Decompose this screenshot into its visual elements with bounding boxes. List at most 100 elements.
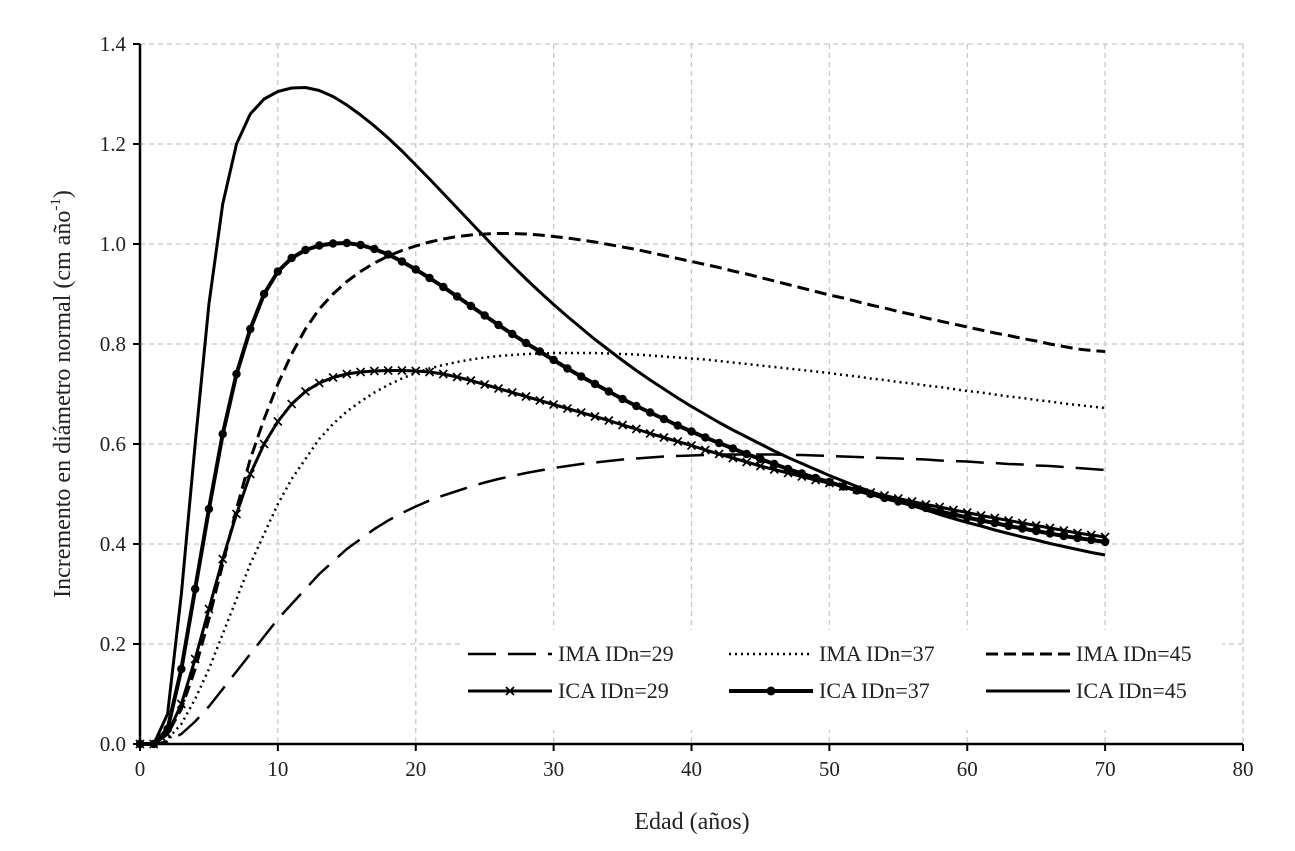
marker-ica-idn-37 <box>521 338 531 348</box>
legend-marker <box>505 686 515 696</box>
marker-ica-idn-37 <box>383 250 393 259</box>
x-tick-label: 60 <box>957 757 978 781</box>
legend-label: IMA IDn=37 <box>819 641 935 666</box>
marker-ica-idn-29 <box>383 365 393 376</box>
marker-ica-idn-29 <box>617 420 628 430</box>
legend-label: IMA IDn=45 <box>1076 641 1192 666</box>
legend-label: IMA IDn=29 <box>558 641 674 666</box>
marker-ica-idn-37 <box>328 239 338 248</box>
marker-ica-idn-37 <box>1045 529 1055 538</box>
marker-ica-idn-29 <box>190 654 200 664</box>
x-tick-label: 0 <box>135 757 146 781</box>
legend-label: ICA IDn=37 <box>819 678 930 703</box>
marker-ica-idn-29 <box>493 383 504 394</box>
marker-ica-idn-29 <box>549 399 559 410</box>
marker-ica-idn-29 <box>204 604 214 614</box>
marker-ica-idn-37 <box>204 504 214 514</box>
legend-label: ICA IDn=45 <box>1076 678 1187 703</box>
legend-entry-ica-idn-45: ICA IDn=45 <box>986 678 1187 703</box>
legend-entry-ica-idn-37: ICA IDn=37 <box>729 678 930 703</box>
marker-ica-idn-37 <box>494 320 503 330</box>
marker-ica-idn-37 <box>508 329 517 339</box>
marker-ica-idn-37 <box>990 518 1000 528</box>
marker-ica-idn-37 <box>563 364 572 373</box>
x-tick-label: 70 <box>1095 757 1116 781</box>
y-axis-title-superscript: -1 <box>48 198 64 211</box>
marker-ica-idn-29 <box>259 439 269 449</box>
x-tick-label: 80 <box>1233 757 1254 781</box>
legend-entry-ica-idn-29: ICA IDn=29 <box>468 678 669 703</box>
marker-ica-idn-37 <box>714 438 724 448</box>
marker-ica-idn-29 <box>480 379 490 390</box>
marker-ica-idn-37 <box>770 459 779 469</box>
marker-ica-idn-37 <box>659 414 669 424</box>
legend-marker <box>766 686 776 696</box>
x-tick-label: 30 <box>543 757 564 781</box>
marker-ica-idn-29 <box>287 399 297 409</box>
marker-ica-idn-37 <box>687 427 696 436</box>
marker-ica-idn-29 <box>245 469 255 479</box>
marker-ica-idn-37 <box>1087 535 1096 545</box>
series-line-ima-idn-29 <box>140 453 1106 746</box>
marker-ica-idn-37 <box>549 355 558 365</box>
marker-ica-idn-29 <box>535 395 545 406</box>
marker-ica-idn-29 <box>342 369 352 379</box>
marker-ica-idn-29 <box>438 369 448 379</box>
marker-ica-idn-29 <box>604 415 614 426</box>
marker-ica-idn-37 <box>259 289 269 299</box>
legend-entry-ima-idn-29: IMA IDn=29 <box>468 641 674 666</box>
marker-ica-idn-29 <box>328 372 338 383</box>
marker-ica-idn-29 <box>686 440 697 451</box>
marker-ica-idn-29 <box>300 386 311 397</box>
marker-ica-idn-29 <box>590 411 600 422</box>
marker-ica-idn-37 <box>232 369 241 379</box>
y-axis-title: Incremento en diámetro normal (cm año-1) <box>48 190 76 598</box>
marker-ica-idn-37 <box>783 464 793 474</box>
marker-ica-idn-29 <box>576 407 586 418</box>
y-axis-title-suffix: ) <box>50 190 76 198</box>
marker-ica-idn-37 <box>963 513 972 522</box>
marker-ica-idn-37 <box>604 387 613 396</box>
legend-entry-ima-idn-37: IMA IDn=37 <box>729 641 935 666</box>
marker-ica-idn-37 <box>976 516 986 525</box>
y-tick-label: 1.4 <box>100 32 127 56</box>
marker-ica-idn-37 <box>480 311 489 320</box>
marker-ica-idn-37 <box>218 429 227 439</box>
marker-ica-idn-29 <box>755 461 766 471</box>
marker-ica-idn-37 <box>728 444 738 453</box>
series-ica-idn-37 <box>135 238 1110 749</box>
marker-ica-idn-37 <box>1031 526 1041 536</box>
marker-ica-idn-29 <box>645 428 655 439</box>
marker-ica-idn-29 <box>176 699 186 709</box>
marker-ica-idn-37 <box>411 265 420 274</box>
axes <box>133 43 1244 751</box>
marker-ica-idn-29 <box>356 367 366 377</box>
marker-ica-idn-29 <box>673 436 683 447</box>
marker-ica-idn-29 <box>424 367 435 377</box>
marker-ica-idn-37 <box>590 379 600 389</box>
marker-ica-idn-37 <box>287 253 296 263</box>
marker-ica-idn-29 <box>397 365 407 376</box>
marker-ica-idn-37 <box>190 584 200 594</box>
marker-ica-idn-37 <box>756 454 765 464</box>
series-line-ima-idn-45 <box>140 232 1106 746</box>
tick-labels: 0.0 0.2 0.4 0.6 0.8 1.0 1.2 1.4 0 10 20 30 40 50 60 70 8… <box>100 32 1254 781</box>
marker-ica-idn-37 <box>273 267 283 276</box>
marker-ica-idn-37 <box>452 292 462 301</box>
marker-ica-idn-29 <box>466 375 476 386</box>
y-axis-title-text: Incremento en diámetro normal (cm año <box>50 211 76 598</box>
x-tick-label: 20 <box>405 757 426 781</box>
series-ima-idn-45 <box>140 232 1106 746</box>
marker-ica-idn-37 <box>315 241 324 250</box>
marker-ica-idn-29 <box>562 403 572 414</box>
marker-ica-idn-29 <box>218 554 228 564</box>
marker-ica-idn-29 <box>231 509 242 519</box>
marker-ica-idn-37 <box>246 324 255 334</box>
y-tick-label: 0.8 <box>100 332 126 356</box>
marker-ica-idn-37 <box>577 372 586 381</box>
marker-ica-idn-29 <box>273 416 283 427</box>
marker-ica-idn-37 <box>535 347 545 356</box>
x-tick-label: 40 <box>681 757 702 781</box>
x-tick-label: 50 <box>819 757 840 781</box>
x-axis-title: Edad (años) <box>634 809 749 835</box>
